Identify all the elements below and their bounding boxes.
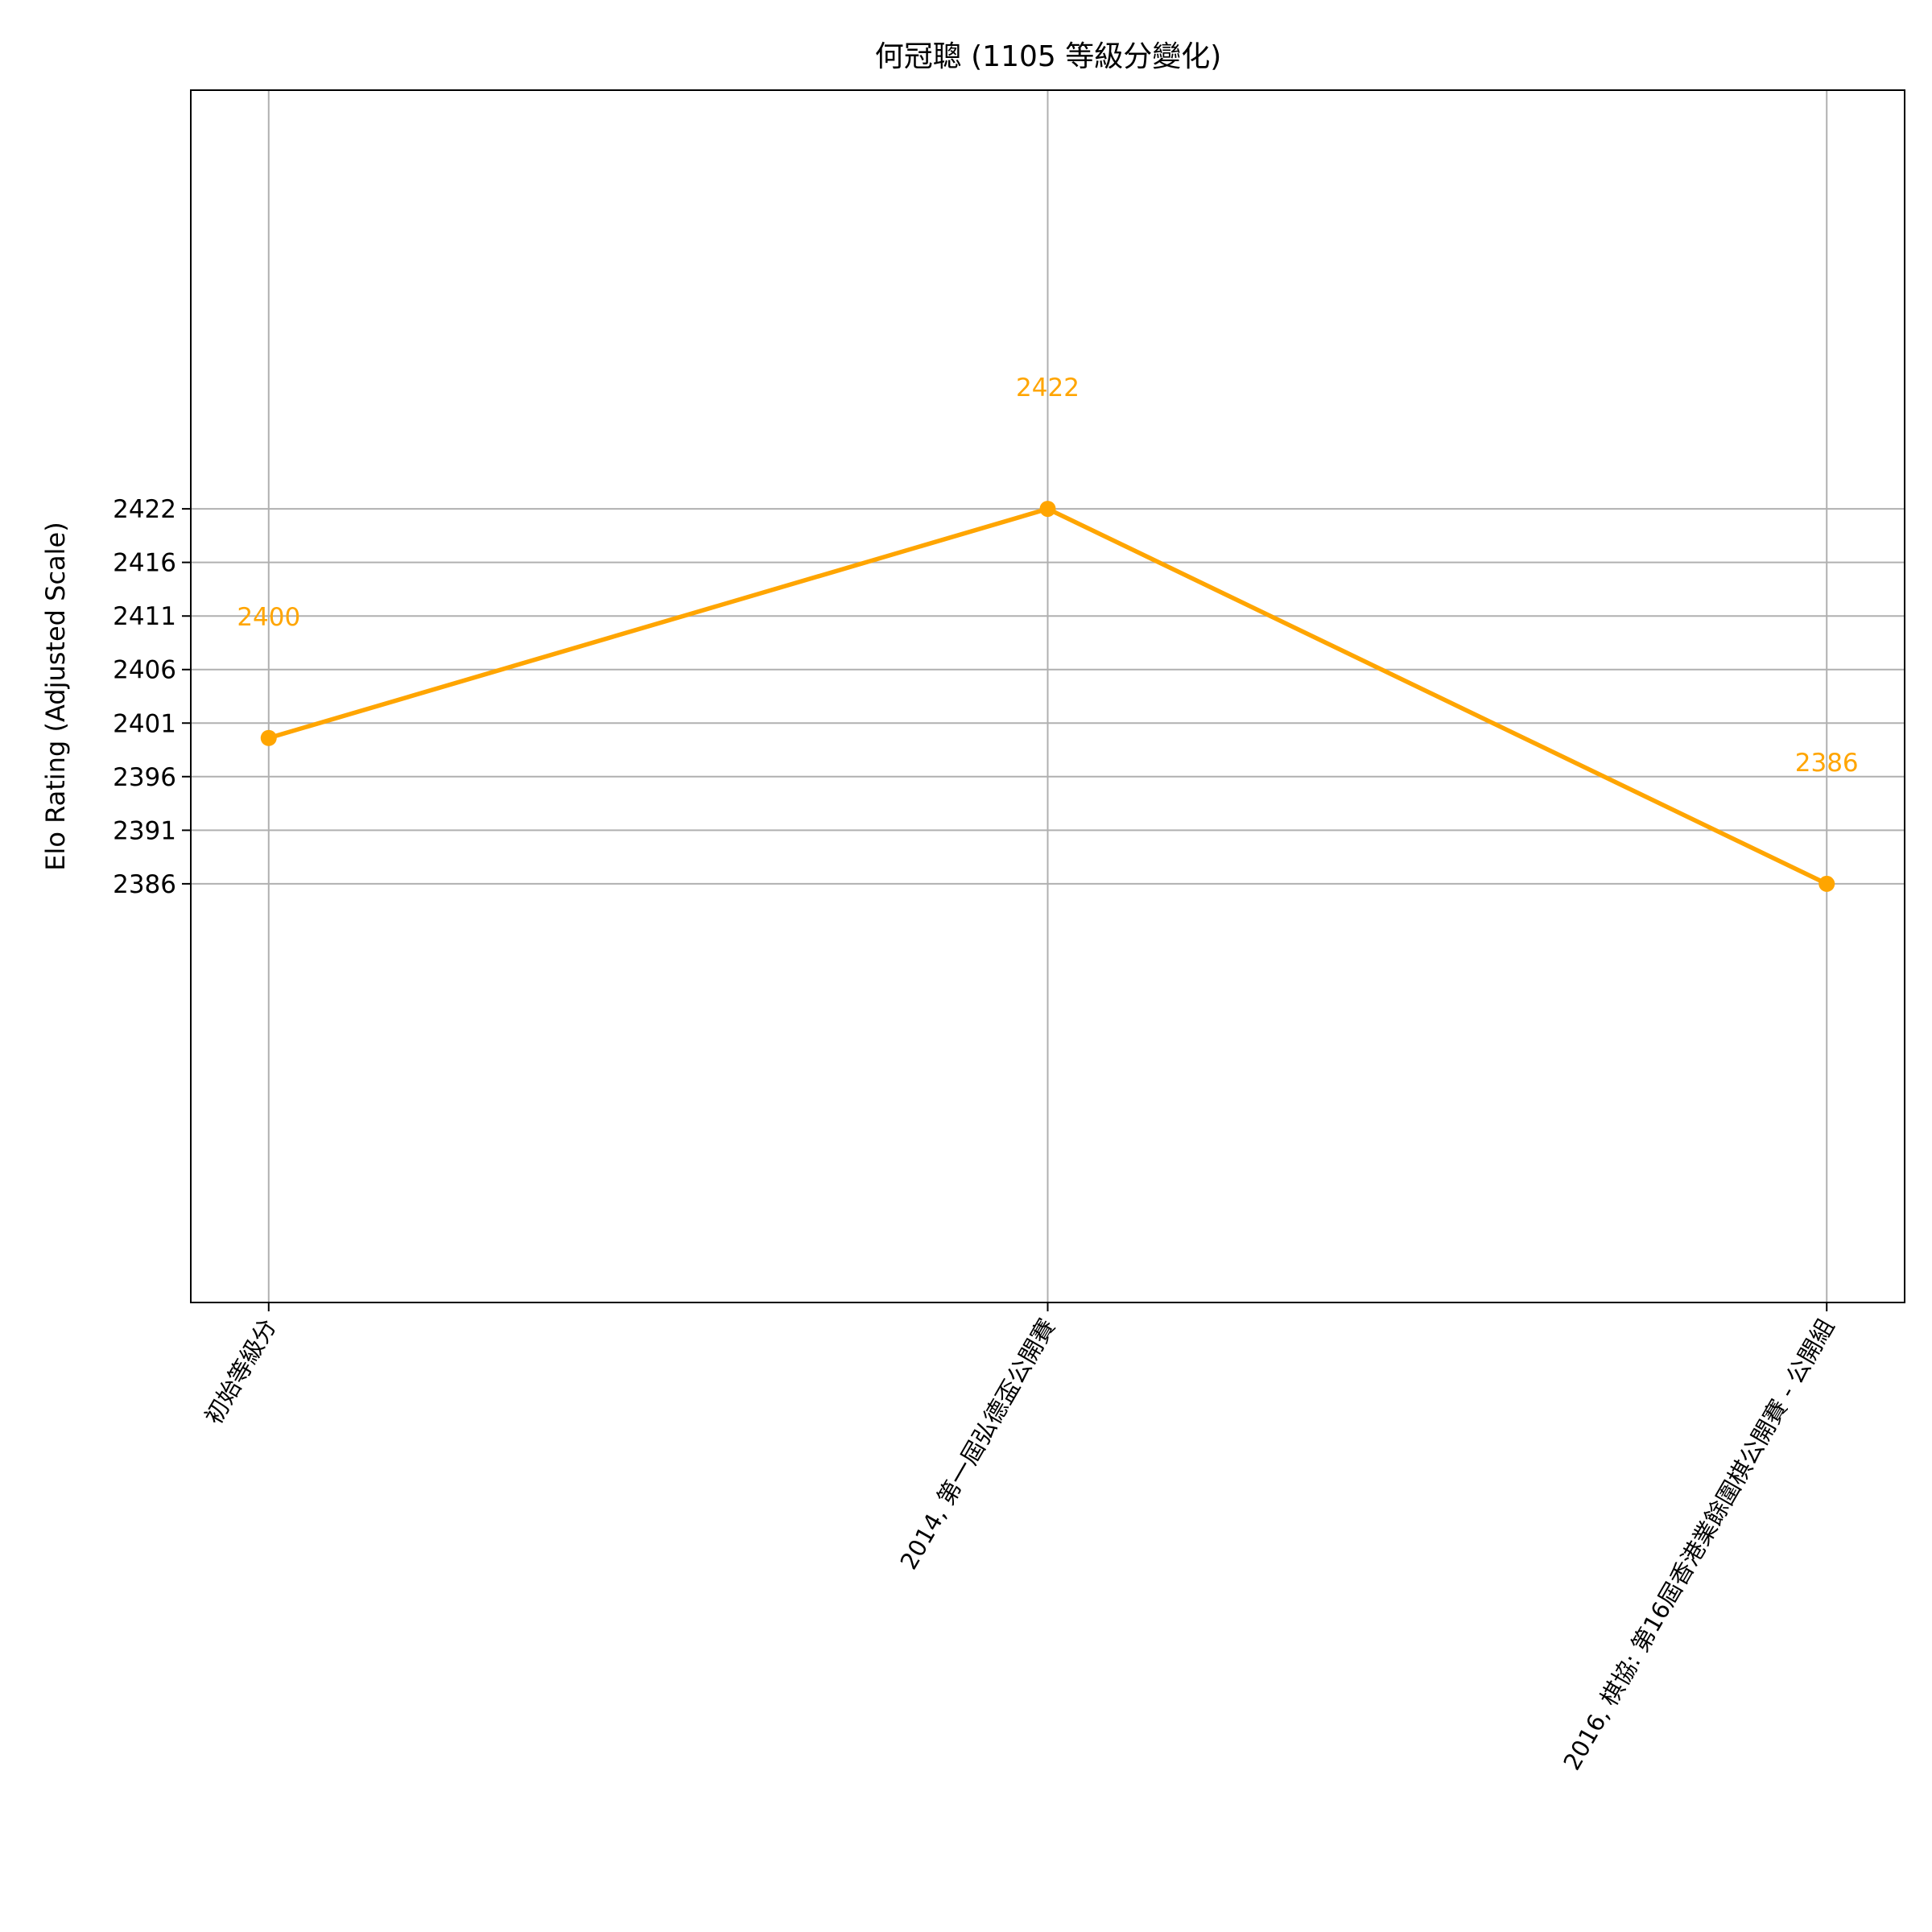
y-tick-label: 2406 — [113, 656, 176, 685]
y-tick-label: 2422 — [113, 495, 176, 524]
y-tick-label: 2416 — [113, 549, 176, 578]
point — [1039, 501, 1056, 518]
point — [1818, 875, 1835, 892]
data-label: 2386 — [1795, 749, 1859, 778]
y-axis-label: Elo Rating (Adjusted Scale) — [40, 522, 71, 870]
data-label: 2400 — [237, 603, 300, 632]
y-tick-label: 2401 — [113, 709, 176, 738]
y-tick-label: 2386 — [113, 870, 176, 899]
y-tick-label: 2396 — [113, 763, 176, 792]
y-tick-label: 2411 — [113, 602, 176, 631]
data-label: 2422 — [1016, 374, 1080, 402]
plot-frame — [190, 89, 1905, 1303]
chart-title: 何冠聰 (1105 等級分變化) — [875, 40, 1222, 73]
point — [260, 729, 277, 746]
y-tick-label: 2391 — [113, 816, 176, 845]
